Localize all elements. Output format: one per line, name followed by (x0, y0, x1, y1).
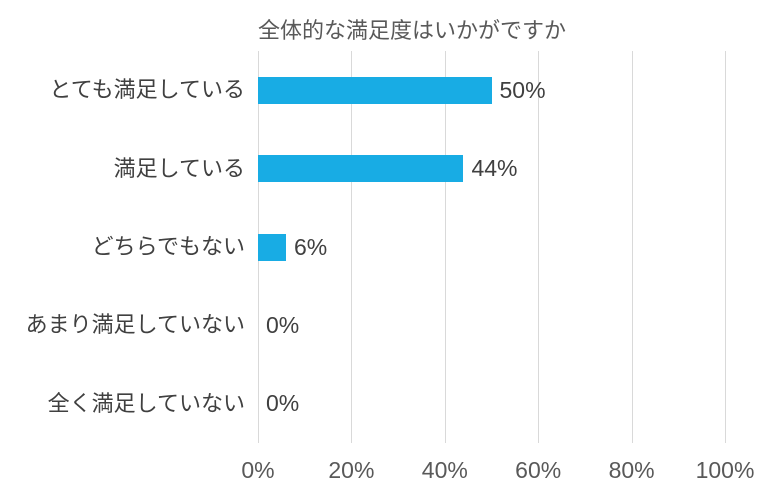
chart-title: 全体的な満足度はいかがですか (258, 18, 567, 43)
category-axis: とても満足している満足しているどちらでもないあまり満足していない全く満足していな… (0, 51, 245, 443)
gridline (538, 51, 540, 443)
category-label: とても満足している (49, 77, 245, 103)
x-tick-label: 80% (608, 457, 655, 483)
category-label: あまり満足していない (25, 312, 245, 338)
bar-value-label: 6% (294, 233, 328, 260)
gridline (351, 51, 353, 443)
x-tick-label: 20% (328, 457, 375, 483)
bar (258, 233, 287, 261)
plot-area: 50% 44% 6% 0% 0% (258, 51, 726, 443)
bar-value-label: 0% (266, 390, 300, 417)
x-tick-label: 60% (515, 457, 562, 483)
bar-value-label: 50% (499, 76, 546, 103)
bar-value-label: 44% (471, 155, 518, 182)
category-label: 全く満足していない (47, 390, 245, 416)
x-tick-label: 40% (421, 457, 468, 483)
gridline (444, 51, 446, 443)
category-label: 満足している (113, 155, 245, 181)
bar (258, 155, 464, 183)
bar (258, 76, 492, 104)
bar-value-label: 0% (266, 311, 300, 338)
category-label: どちらでもない (91, 234, 245, 259)
gridline (631, 51, 633, 443)
x-tick-label: 0% (241, 457, 275, 483)
gridline (725, 51, 726, 443)
x-tick-label: 100% (695, 457, 755, 483)
x-axis: 0% 20% 40% 60% 80% 100% (241, 456, 754, 486)
